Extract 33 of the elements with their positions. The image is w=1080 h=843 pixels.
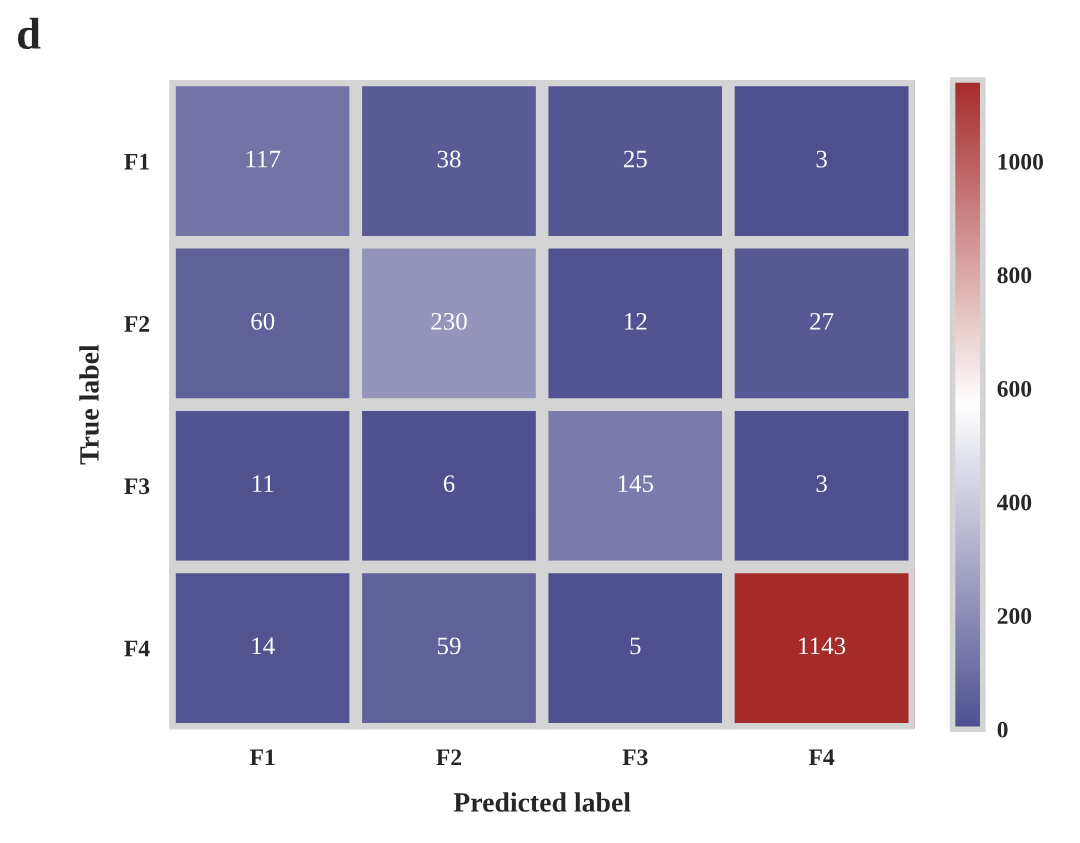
data-label: 1143: [799, 637, 846, 655]
color-bar-label: 1000: [998, 153, 1044, 170]
y-tick-label: F2: [124, 316, 150, 332]
data-label: 145: [618, 475, 654, 493]
data-label: 11: [252, 475, 274, 492]
x-tick-label: F1: [250, 749, 275, 766]
color-bar-label: 600: [997, 380, 1032, 397]
x-tick-label: F4: [808, 749, 835, 766]
data-label: 3: [816, 150, 827, 168]
chart-title: d: [18, 17, 41, 50]
color-bar-label: 200: [997, 608, 1032, 625]
data-label: 117: [246, 150, 281, 168]
data-label: 14: [252, 637, 275, 655]
data-label: 3: [816, 475, 827, 493]
x-tick-label: F2: [436, 749, 462, 766]
x-tick-label: F3: [622, 749, 648, 766]
y-tick-label: F1: [124, 153, 149, 170]
color-bar-label: 0: [997, 721, 1008, 738]
data-label: 25: [623, 150, 647, 168]
data-label: 5: [630, 637, 641, 655]
x-axis-title: Predicted label: [453, 792, 631, 812]
data-label: 60: [251, 312, 275, 330]
y-tick-label: F4: [124, 640, 150, 657]
color-bar-label: 400: [997, 494, 1032, 511]
y-axis-title: True label: [79, 344, 99, 465]
data-label: 230: [431, 312, 467, 330]
y-tick-label: F3: [124, 478, 150, 495]
data-label: 59: [437, 637, 461, 655]
color-bar-label: 800: [997, 267, 1032, 284]
data-label: 38: [437, 150, 461, 168]
data-label: 6: [443, 475, 455, 493]
data-label: 27: [810, 312, 834, 330]
data-label: 12: [625, 312, 647, 330]
